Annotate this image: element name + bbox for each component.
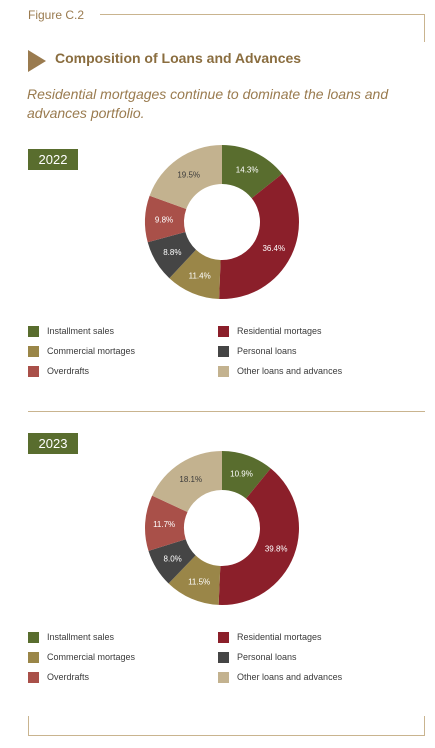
legend-swatch-installment_sales (28, 632, 39, 643)
frame-top-line (100, 14, 425, 15)
slice-label-commercial_mortgages: 11.5% (188, 577, 210, 586)
legend-swatch-other_loans (218, 366, 229, 377)
slice-label-overdrafts: 9.8% (155, 216, 173, 225)
donut-chart-2023: 10.9% 39.8% 11.5% 8.0% 11.7% 18.1% (144, 450, 300, 606)
chart-title: Composition of Loans and Advances (55, 50, 302, 66)
slice-label-installment_sales: 10.9% (230, 469, 253, 478)
slice-label-residential_mortgages: 36.4% (262, 244, 285, 253)
chart-subtitle: Residential mortgages continue to domina… (27, 86, 389, 121)
legend-label-residential_mortgages: Residential mortages (237, 326, 322, 336)
title-arrow-icon (28, 50, 46, 72)
donut-slice-installment_sales (222, 451, 271, 499)
frame-bottom-right-line (424, 716, 425, 736)
legend-label-other_loans: Other loans and advances (237, 672, 343, 682)
legend-label-overdrafts: Overdrafts (47, 672, 90, 682)
donut-slice-personal_loans (147, 232, 197, 279)
legend-swatch-commercial_mortgages (28, 346, 39, 357)
slice-label-overdrafts: 11.7% (153, 520, 175, 529)
legend-swatch-overdrafts (28, 366, 39, 377)
legend-swatch-other_loans (218, 672, 229, 683)
legend-label-installment_sales: Installment sales (47, 326, 115, 336)
slice-label-residential_mortgages: 39.8% (265, 545, 288, 554)
legend-swatch-personal_loans (218, 652, 229, 663)
donut-slice-residential_mortgages (218, 468, 299, 605)
legend-swatch-commercial_mortgages (28, 652, 39, 663)
donut-slice-overdrafts (145, 495, 188, 551)
legend-swatch-personal_loans (218, 346, 229, 357)
frame-bottom-line (28, 735, 425, 736)
legend-swatch-residential_mortgages (218, 326, 229, 337)
frame-top-right-line (424, 14, 425, 42)
legend-label-personal_loans: Personal loans (237, 652, 297, 662)
slice-label-other_loans: 19.5% (177, 171, 200, 180)
legend-swatch-installment_sales (28, 326, 39, 337)
legend-label-overdrafts: Overdrafts (47, 366, 90, 376)
donut-chart-2022: 14.3% 36.4% 11.4% 8.8% 9.8% 19.5% (144, 144, 300, 300)
legend-label-personal_loans: Personal loans (237, 346, 297, 356)
donut-slice-other_loans (152, 451, 222, 513)
donut-slice-personal_loans (148, 539, 196, 584)
year-badge-2022: 2022 (28, 149, 78, 170)
figure-label: Figure C.2 (28, 8, 85, 22)
legend-2023: Installment sales Residential mortages Com… (28, 631, 428, 691)
donut-slice-installment_sales (222, 145, 283, 199)
donut-slice-commercial_mortgages (168, 555, 221, 605)
slice-label-personal_loans: 8.8% (163, 248, 181, 257)
donut-slice-overdrafts (145, 195, 187, 243)
slice-label-other_loans: 18.1% (179, 475, 202, 484)
legend-swatch-overdrafts (28, 672, 39, 683)
year-badge-2023: 2023 (28, 433, 78, 454)
donut-slice-other_loans (149, 145, 222, 210)
legend-label-installment_sales: Installment sales (47, 632, 115, 642)
slice-label-commercial_mortgages: 11.4% (189, 272, 211, 281)
panel-divider (28, 411, 425, 412)
slice-label-installment_sales: 14.3% (236, 166, 259, 175)
legend-2022: Installment sales Residential mortages Com… (28, 325, 428, 385)
frame-bottom-left-line (28, 716, 29, 736)
donut-slice-residential_mortgages (219, 173, 299, 299)
donut-svg-2023: 10.9% 39.8% 11.5% 8.0% 11.7% 18.1% (145, 451, 299, 605)
donut-slice-commercial_mortgages (169, 249, 221, 299)
legend-label-other_loans: Other loans and advances (237, 366, 343, 376)
slice-label-personal_loans: 8.0% (164, 554, 182, 563)
donut-svg-2022: 14.3% 36.4% 11.4% 8.8% 9.8% 19.5% (145, 145, 299, 299)
legend-label-commercial_mortgages: Commercial mortages (47, 346, 136, 356)
legend-label-residential_mortgages: Residential mortages (237, 632, 322, 642)
legend-swatch-residential_mortgages (218, 632, 229, 643)
legend-label-commercial_mortgages: Commercial mortages (47, 652, 136, 662)
